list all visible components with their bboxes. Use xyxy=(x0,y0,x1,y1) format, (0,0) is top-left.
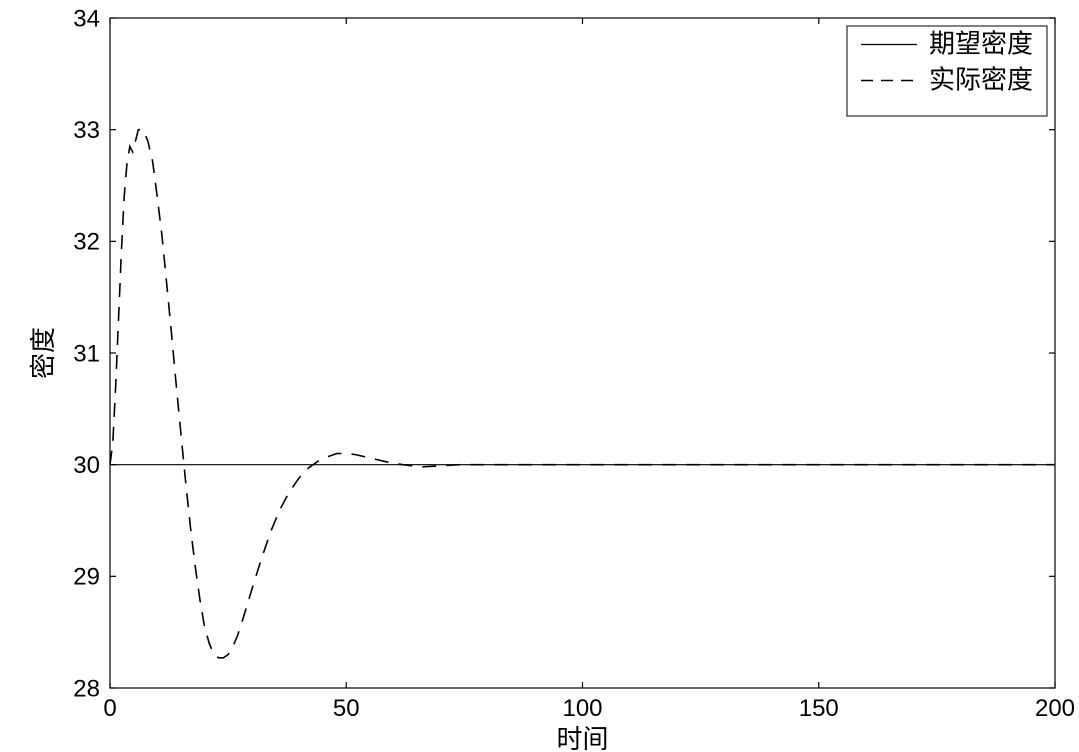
y-tick-label: 28 xyxy=(73,675,100,702)
y-axis-label: 密度 xyxy=(29,327,58,379)
x-tick-label: 100 xyxy=(562,695,602,722)
x-tick-label: 50 xyxy=(333,695,360,722)
x-tick-label: 0 xyxy=(103,695,116,722)
x-tick-label: 150 xyxy=(799,695,839,722)
y-tick-label: 31 xyxy=(73,340,100,367)
legend-label-1: 实际密度 xyxy=(929,65,1033,94)
y-tick-label: 29 xyxy=(73,564,100,591)
chart-container: 0 50 100 150 200 28 29 30 31 32 33 34 时间 密度 期望密度实际密度 xyxy=(0,0,1079,752)
legend-label-0: 期望密度 xyxy=(929,29,1033,58)
x-axis-label: 时间 xyxy=(556,725,608,752)
y-tick-label: 32 xyxy=(73,229,100,256)
y-tick-label: 30 xyxy=(73,452,100,479)
y-tick-label: 33 xyxy=(73,117,100,144)
line-chart: 0 50 100 150 200 28 29 30 31 32 33 34 时间 密度 期望密度实际密度 xyxy=(0,0,1079,752)
y-tick-label: 34 xyxy=(73,5,100,32)
x-tick-label: 200 xyxy=(1035,695,1075,722)
legend: 期望密度实际密度 xyxy=(847,26,1047,116)
